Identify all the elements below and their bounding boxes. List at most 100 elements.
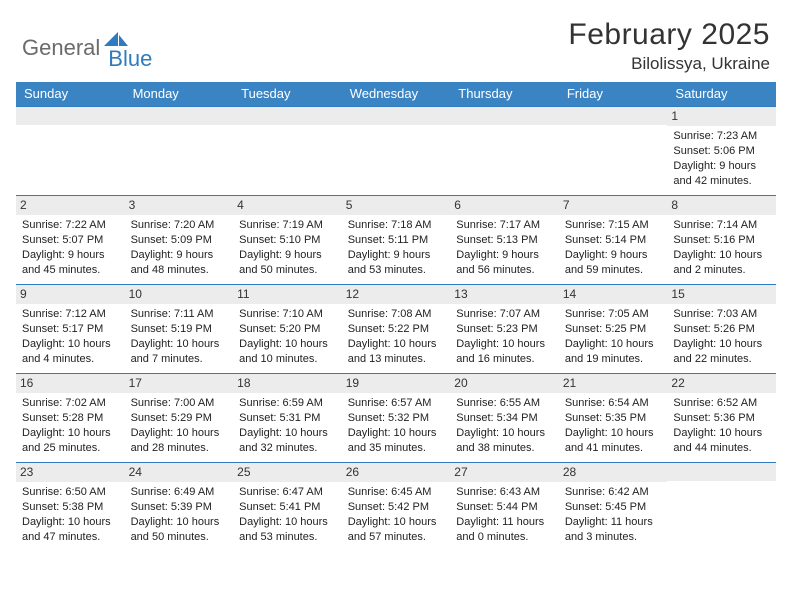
calendar-week: 9 Sunrise: 7:12 AMSunset: 5:17 PMDaylight… bbox=[16, 284, 776, 373]
calendar-cell-empty bbox=[16, 107, 125, 195]
title-block: February 2025 Bilolissya, Ukraine bbox=[568, 18, 776, 74]
day-detail-text: Sunrise: 6:45 AMSunset: 5:42 PMDaylight:… bbox=[348, 485, 445, 544]
header-row: General Blue February 2025 Bilolissya, U… bbox=[16, 18, 776, 74]
day-detail-text: Sunrise: 7:12 AMSunset: 5:17 PMDaylight:… bbox=[22, 307, 119, 366]
day-detail-text: Sunrise: 7:23 AMSunset: 5:06 PMDaylight:… bbox=[673, 129, 770, 188]
calendar-cell: 22 Sunrise: 6:52 AMSunset: 5:36 PMDayligh… bbox=[667, 374, 776, 462]
calendar-cell: 7Sunrise: 7:15 AMSunset: 5:14 PMDaylight… bbox=[559, 196, 668, 284]
calendar-cell-empty bbox=[125, 107, 234, 195]
day-detail-text: Sunrise: 6:49 AMSunset: 5:39 PMDaylight:… bbox=[131, 485, 228, 544]
day-number bbox=[342, 107, 451, 125]
day-detail-text: Sunrise: 7:07 AMSunset: 5:23 PMDaylight:… bbox=[456, 307, 553, 366]
day-number: 26 bbox=[342, 463, 451, 482]
weekday-header: Sunday bbox=[16, 82, 125, 106]
day-detail-text: Sunrise: 6:47 AMSunset: 5:41 PMDaylight:… bbox=[239, 485, 336, 544]
weekday-header: Wednesday bbox=[342, 82, 451, 106]
day-detail-text: Sunrise: 7:17 AMSunset: 5:13 PMDaylight:… bbox=[456, 218, 553, 277]
day-number bbox=[450, 107, 559, 125]
day-detail-text: Sunrise: 7:00 AMSunset: 5:29 PMDaylight:… bbox=[131, 396, 228, 455]
day-detail-text: Sunrise: 7:11 AMSunset: 5:19 PMDaylight:… bbox=[131, 307, 228, 366]
day-number: 28 bbox=[559, 463, 668, 482]
day-detail-text: Sunrise: 6:57 AMSunset: 5:32 PMDaylight:… bbox=[348, 396, 445, 455]
day-detail-text: Sunrise: 7:22 AMSunset: 5:07 PMDaylight:… bbox=[22, 218, 119, 277]
day-number: 15 bbox=[667, 285, 776, 304]
day-detail-text: Sunrise: 7:14 AMSunset: 5:16 PMDaylight:… bbox=[673, 218, 770, 277]
day-number: 6 bbox=[450, 196, 559, 215]
day-detail-text: Sunrise: 7:02 AMSunset: 5:28 PMDaylight:… bbox=[22, 396, 119, 455]
calendar-cell-empty bbox=[450, 107, 559, 195]
calendar-cell: 21 Sunrise: 6:54 AMSunset: 5:35 PMDayligh… bbox=[559, 374, 668, 462]
calendar-cell: 16 Sunrise: 7:02 AMSunset: 5:28 PMDayligh… bbox=[16, 374, 125, 462]
day-detail-text: Sunrise: 6:54 AMSunset: 5:35 PMDaylight:… bbox=[565, 396, 662, 455]
calendar-cell: 9 Sunrise: 7:12 AMSunset: 5:17 PMDaylight… bbox=[16, 285, 125, 373]
day-number: 25 bbox=[233, 463, 342, 482]
day-detail-text: Sunrise: 6:42 AMSunset: 5:45 PMDaylight:… bbox=[565, 485, 662, 544]
day-detail-text: Sunrise: 6:55 AMSunset: 5:34 PMDaylight:… bbox=[456, 396, 553, 455]
day-number bbox=[233, 107, 342, 125]
brand-word-2: Blue bbox=[108, 46, 152, 72]
day-number: 7 bbox=[559, 196, 668, 215]
calendar-cell: 26 Sunrise: 6:45 AMSunset: 5:42 PMDayligh… bbox=[342, 463, 451, 551]
day-number bbox=[667, 463, 776, 481]
calendar-cell: 3 Sunrise: 7:20 AMSunset: 5:09 PMDaylight… bbox=[125, 196, 234, 284]
calendar-cell-empty bbox=[667, 463, 776, 551]
calendar-cell: 19Sunrise: 6:57 AMSunset: 5:32 PMDayligh… bbox=[342, 374, 451, 462]
weekday-header: Friday bbox=[559, 82, 668, 106]
day-detail-text: Sunrise: 7:18 AMSunset: 5:11 PMDaylight:… bbox=[348, 218, 445, 277]
weekday-header: Thursday bbox=[450, 82, 559, 106]
day-detail-text: Sunrise: 7:20 AMSunset: 5:09 PMDaylight:… bbox=[131, 218, 228, 277]
day-number bbox=[125, 107, 234, 125]
day-detail-text: Sunrise: 7:08 AMSunset: 5:22 PMDaylight:… bbox=[348, 307, 445, 366]
calendar-cell: 27Sunrise: 6:43 AMSunset: 5:44 PMDayligh… bbox=[450, 463, 559, 551]
day-number: 16 bbox=[16, 374, 125, 393]
calendar-cell: 12 Sunrise: 7:08 AMSunset: 5:22 PMDayligh… bbox=[342, 285, 451, 373]
day-detail-text: Sunrise: 6:52 AMSunset: 5:36 PMDaylight:… bbox=[673, 396, 770, 455]
calendar-cell: 8Sunrise: 7:14 AMSunset: 5:16 PMDaylight… bbox=[667, 196, 776, 284]
day-number: 10 bbox=[125, 285, 234, 304]
location-label: Bilolissya, Ukraine bbox=[568, 54, 770, 74]
calendar-cell: 11 Sunrise: 7:10 AMSunset: 5:20 PMDayligh… bbox=[233, 285, 342, 373]
day-detail-text: Sunrise: 7:03 AMSunset: 5:26 PMDaylight:… bbox=[673, 307, 770, 366]
day-detail-text: Sunrise: 7:05 AMSunset: 5:25 PMDaylight:… bbox=[565, 307, 662, 366]
calendar-cell: 1 Sunrise: 7:23 AMSunset: 5:06 PMDaylight… bbox=[667, 107, 776, 195]
day-number: 21 bbox=[559, 374, 668, 393]
calendar-cell-empty bbox=[233, 107, 342, 195]
day-number: 5 bbox=[342, 196, 451, 215]
day-number: 17 bbox=[125, 374, 234, 393]
calendar-week: 1 Sunrise: 7:23 AMSunset: 5:06 PMDaylight… bbox=[16, 106, 776, 195]
calendar-cell: 4Sunrise: 7:19 AMSunset: 5:10 PMDaylight… bbox=[233, 196, 342, 284]
calendar-cell: 10 Sunrise: 7:11 AMSunset: 5:19 PMDayligh… bbox=[125, 285, 234, 373]
weekday-header: Saturday bbox=[667, 82, 776, 106]
day-detail-text: Sunrise: 6:59 AMSunset: 5:31 PMDaylight:… bbox=[239, 396, 336, 455]
calendar-cell: 28 Sunrise: 6:42 AMSunset: 5:45 PMDayligh… bbox=[559, 463, 668, 551]
day-detail-text: Sunrise: 6:50 AMSunset: 5:38 PMDaylight:… bbox=[22, 485, 119, 544]
calendar-cell: 17 Sunrise: 7:00 AMSunset: 5:29 PMDayligh… bbox=[125, 374, 234, 462]
day-number: 13 bbox=[450, 285, 559, 304]
calendar-week: 16 Sunrise: 7:02 AMSunset: 5:28 PMDayligh… bbox=[16, 373, 776, 462]
calendar-cell: 15 Sunrise: 7:03 AMSunset: 5:26 PMDayligh… bbox=[667, 285, 776, 373]
day-number: 3 bbox=[125, 196, 234, 215]
month-title: February 2025 bbox=[568, 18, 770, 52]
calendar-cell: 23Sunrise: 6:50 AMSunset: 5:38 PMDayligh… bbox=[16, 463, 125, 551]
calendar-cell-empty bbox=[342, 107, 451, 195]
calendar-cell-empty bbox=[559, 107, 668, 195]
calendar-cell: 14Sunrise: 7:05 AMSunset: 5:25 PMDayligh… bbox=[559, 285, 668, 373]
day-number: 9 bbox=[16, 285, 125, 304]
day-detail-text: Sunrise: 7:10 AMSunset: 5:20 PMDaylight:… bbox=[239, 307, 336, 366]
calendar-cell: 20 Sunrise: 6:55 AMSunset: 5:34 PMDayligh… bbox=[450, 374, 559, 462]
calendar-cell: 25 Sunrise: 6:47 AMSunset: 5:41 PMDayligh… bbox=[233, 463, 342, 551]
day-number: 24 bbox=[125, 463, 234, 482]
day-number: 1 bbox=[667, 107, 776, 126]
day-number: 22 bbox=[667, 374, 776, 393]
day-number: 2 bbox=[16, 196, 125, 215]
day-number: 11 bbox=[233, 285, 342, 304]
day-number: 12 bbox=[342, 285, 451, 304]
day-number: 20 bbox=[450, 374, 559, 393]
calendar-page: General Blue February 2025 Bilolissya, U… bbox=[0, 0, 792, 551]
calendar-cell: 2 Sunrise: 7:22 AMSunset: 5:07 PMDaylight… bbox=[16, 196, 125, 284]
brand-word-1: General bbox=[22, 35, 100, 61]
calendar-week: 23Sunrise: 6:50 AMSunset: 5:38 PMDayligh… bbox=[16, 462, 776, 551]
calendar-week: 2 Sunrise: 7:22 AMSunset: 5:07 PMDaylight… bbox=[16, 195, 776, 284]
day-detail-text: Sunrise: 7:19 AMSunset: 5:10 PMDaylight:… bbox=[239, 218, 336, 277]
calendar-cell: 24 Sunrise: 6:49 AMSunset: 5:39 PMDayligh… bbox=[125, 463, 234, 551]
